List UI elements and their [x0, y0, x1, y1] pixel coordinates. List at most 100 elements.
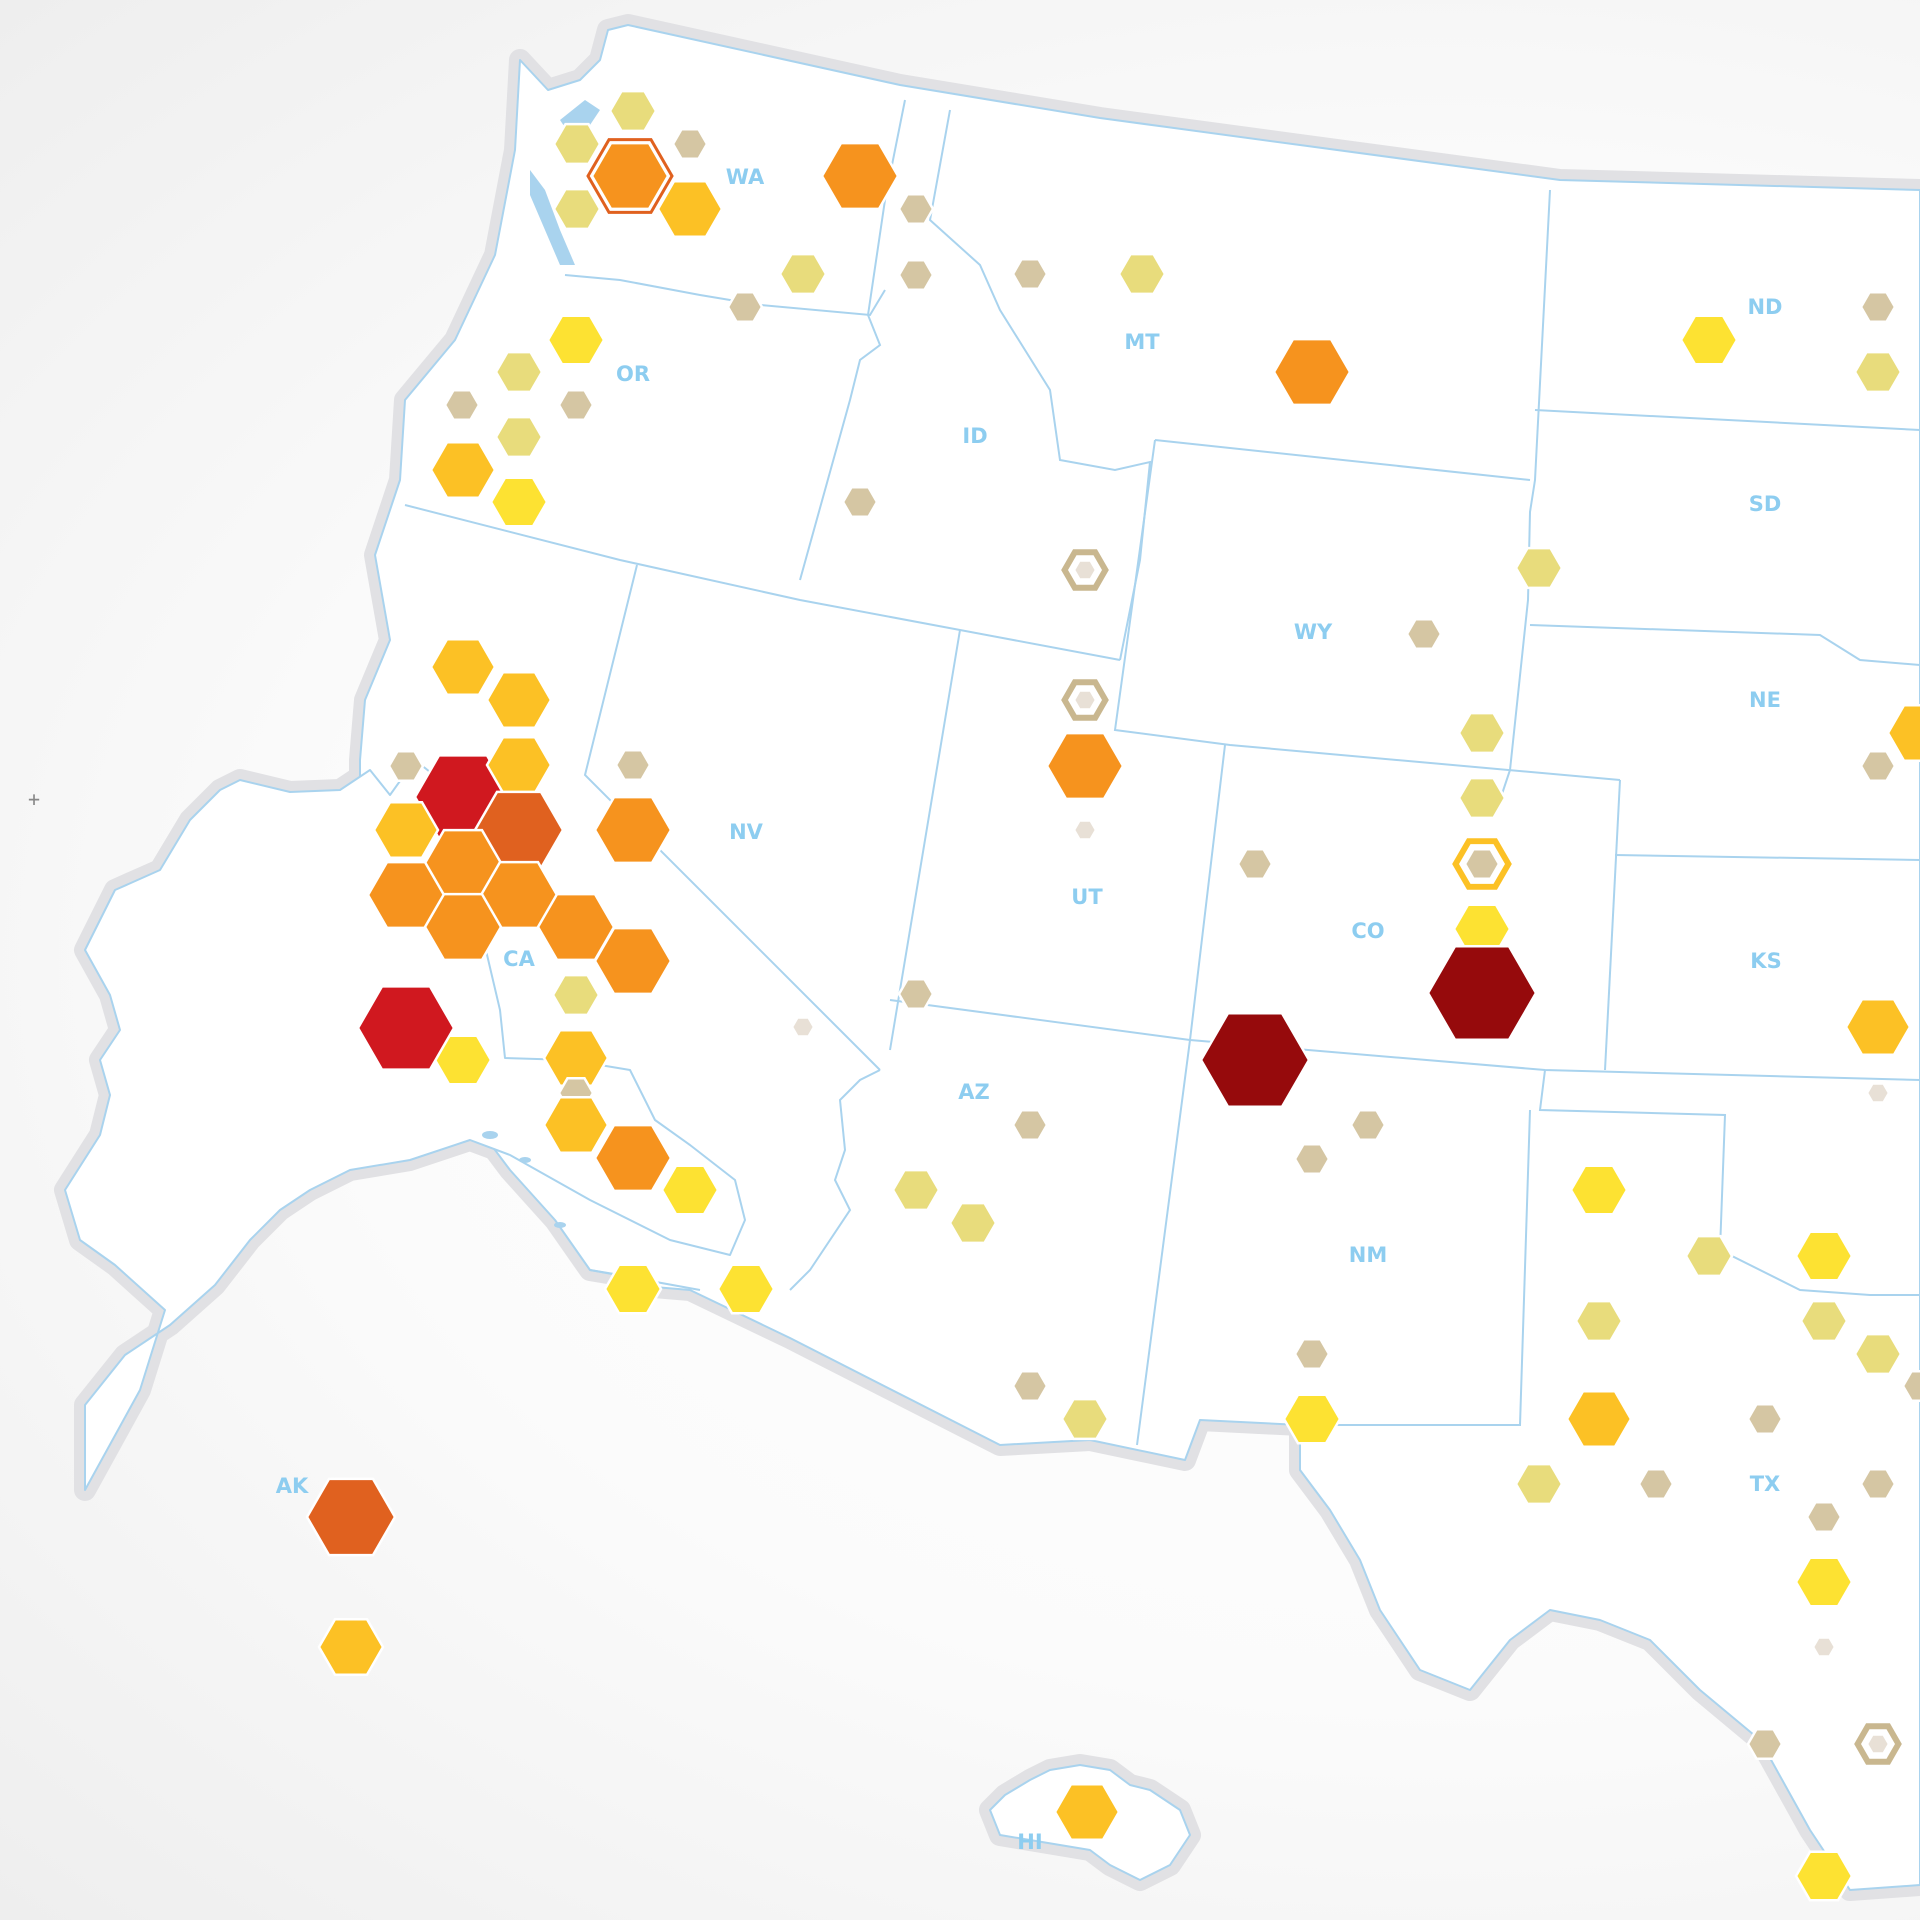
- hex-marker-wy[interactable]: [1457, 711, 1507, 755]
- hex-marker-ut[interactable]: [1058, 677, 1112, 723]
- hex-marker-hi[interactable]: [1053, 1783, 1121, 1841]
- hex-marker-wa[interactable]: [586, 138, 674, 214]
- hex-marker-sd[interactable]: [1514, 546, 1564, 590]
- hex-marker-tx[interactable]: [1851, 1721, 1905, 1767]
- hex-marker-ca[interactable]: [593, 926, 673, 996]
- hex-marker-nm[interactable]: [1060, 1397, 1110, 1441]
- hex-marker-az[interactable]: [1011, 1370, 1049, 1402]
- hex-marker-id[interactable]: [841, 486, 879, 518]
- hex-marker-ut[interactable]: [1072, 819, 1098, 841]
- hex-marker-ca[interactable]: [356, 985, 456, 1071]
- hex-marker-wa[interactable]: [552, 187, 602, 231]
- state-label-tx: TX: [1750, 1472, 1781, 1496]
- hex-marker-nm[interactable]: [1349, 1109, 1387, 1141]
- hex-marker-mt[interactable]: [1011, 258, 1049, 290]
- hex-marker-az[interactable]: [891, 1168, 941, 1212]
- hex-marker-co[interactable]: [1236, 848, 1274, 880]
- hex-marker-ak[interactable]: [1794, 1850, 1854, 1902]
- hex-marker-nm[interactable]: [1199, 1011, 1311, 1109]
- hex-marker-mt[interactable]: [1272, 337, 1352, 407]
- hex-marker-tx[interactable]: [1805, 1501, 1843, 1533]
- state-label-nd: ND: [1747, 295, 1782, 319]
- hex-marker-ks[interactable]: [1844, 998, 1912, 1056]
- hex-marker-nv[interactable]: [614, 749, 652, 781]
- hex-marker-nd[interactable]: [1853, 350, 1903, 394]
- hex-marker-nv[interactable]: [593, 795, 673, 865]
- hex-marker-tx[interactable]: [1746, 1728, 1784, 1760]
- hex-marker-ne[interactable]: [1886, 704, 1920, 762]
- hex-marker-shape: [897, 978, 935, 1010]
- hex-marker-nm[interactable]: [1293, 1338, 1331, 1370]
- hex-marker-nm[interactable]: [1293, 1143, 1331, 1175]
- hex-marker-id[interactable]: [1058, 547, 1112, 593]
- hex-marker-shape: [1199, 1011, 1311, 1109]
- hex-marker-hi[interactable]: [317, 1618, 385, 1676]
- hex-marker-wa[interactable]: [897, 193, 935, 225]
- hex-marker-az[interactable]: [948, 1201, 998, 1245]
- hex-marker-ca[interactable]: [387, 750, 425, 782]
- hex-marker-ca[interactable]: [603, 1263, 663, 1315]
- hex-marker-tx[interactable]: [1637, 1468, 1675, 1500]
- hex-marker-wa[interactable]: [656, 180, 724, 238]
- hex-marker-tx[interactable]: [1574, 1299, 1624, 1343]
- hex-marker-tx[interactable]: [1565, 1390, 1633, 1448]
- hex-marker-or[interactable]: [494, 350, 544, 394]
- hex-marker-tx[interactable]: [1859, 1468, 1897, 1500]
- hex-marker-ca[interactable]: [372, 801, 440, 859]
- state-label-sd: SD: [1749, 492, 1782, 516]
- hex-marker-shape: [429, 638, 497, 696]
- hex-marker-ne[interactable]: [1859, 750, 1897, 782]
- hex-marker-wy[interactable]: [1457, 776, 1507, 820]
- hex-marker-ak[interactable]: [305, 1477, 397, 1557]
- hex-marker-ut[interactable]: [1045, 731, 1125, 801]
- hex-marker-wy[interactable]: [1405, 618, 1443, 650]
- hex-marker-tx[interactable]: [1746, 1403, 1784, 1435]
- hex-marker-ut[interactable]: [897, 978, 935, 1010]
- hex-marker-az[interactable]: [1011, 1109, 1049, 1141]
- hex-marker-az[interactable]: [790, 1016, 816, 1038]
- hex-marker-ca[interactable]: [542, 1029, 610, 1087]
- hex-marker-ks[interactable]: [1865, 1082, 1891, 1104]
- hex-marker-or[interactable]: [443, 389, 481, 421]
- hex-marker-or[interactable]: [494, 415, 544, 459]
- hex-marker-wa[interactable]: [608, 89, 658, 133]
- hex-marker-ca[interactable]: [551, 973, 601, 1017]
- hex-marker-ca[interactable]: [485, 671, 553, 729]
- hex-marker-shape: [614, 749, 652, 781]
- hex-marker-tx[interactable]: [1794, 1556, 1854, 1608]
- hex-marker-wa[interactable]: [820, 141, 900, 211]
- hex-marker-ca[interactable]: [660, 1164, 720, 1216]
- hex-marker-co[interactable]: [1426, 944, 1538, 1042]
- hex-marker-ca[interactable]: [423, 892, 503, 962]
- hex-marker-id[interactable]: [897, 259, 935, 291]
- hex-marker-tx[interactable]: [1799, 1299, 1849, 1343]
- hex-marker-tx[interactable]: [1514, 1462, 1564, 1506]
- hex-marker-or[interactable]: [557, 389, 595, 421]
- hex-marker-tx[interactable]: [1684, 1234, 1734, 1278]
- hex-marker-tx[interactable]: [1853, 1332, 1903, 1376]
- hex-marker-nd[interactable]: [1859, 291, 1897, 323]
- hex-marker-mt[interactable]: [1117, 252, 1167, 296]
- hex-marker-or[interactable]: [726, 291, 764, 323]
- hex-marker-wa[interactable]: [671, 128, 709, 160]
- state-label-id: ID: [962, 424, 987, 448]
- hex-marker-ca[interactable]: [542, 1096, 610, 1154]
- hex-marker-or[interactable]: [546, 314, 606, 366]
- hex-marker-nv[interactable]: [716, 1263, 776, 1315]
- hex-marker-tx[interactable]: [1794, 1230, 1854, 1282]
- hex-marker-co[interactable]: [1449, 836, 1515, 892]
- hex-marker-shape: [1886, 704, 1920, 762]
- hex-marker-nd[interactable]: [1679, 314, 1739, 366]
- hex-marker-ca[interactable]: [593, 1123, 673, 1193]
- hex-marker-tx[interactable]: [1811, 1636, 1837, 1658]
- hex-marker-wa[interactable]: [552, 122, 602, 166]
- hex-marker-or[interactable]: [429, 441, 497, 499]
- hex-marker-ca[interactable]: [429, 638, 497, 696]
- hex-marker-or[interactable]: [489, 476, 549, 528]
- hex-marker-tx[interactable]: [1282, 1393, 1342, 1445]
- hex-marker-wa[interactable]: [778, 252, 828, 296]
- hex-marker-tx[interactable]: [1569, 1164, 1629, 1216]
- hex-marker-shape: [1072, 819, 1098, 841]
- hex-marker-tx[interactable]: [1901, 1370, 1920, 1402]
